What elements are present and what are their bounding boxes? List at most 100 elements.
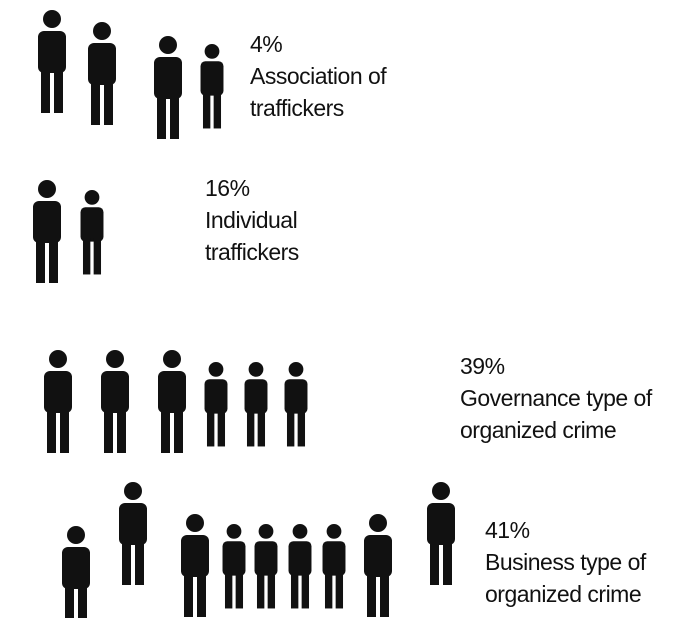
icon-part <box>364 535 392 577</box>
icon-part <box>204 44 220 59</box>
icon-part <box>174 408 183 453</box>
icon-part <box>60 408 69 453</box>
icon-part <box>290 571 299 609</box>
icon-part <box>432 482 450 500</box>
icon-part <box>248 362 264 377</box>
icon-part <box>367 572 376 617</box>
icon-part <box>257 409 266 447</box>
person-icon <box>244 362 268 447</box>
icon-part <box>284 379 308 414</box>
person-icon <box>88 22 116 125</box>
icon-part <box>38 31 66 73</box>
icon-part <box>104 80 113 125</box>
icon-part <box>226 524 242 539</box>
icon-part <box>104 408 113 453</box>
icon-part <box>159 36 177 54</box>
icon-part <box>38 180 56 198</box>
icon-part <box>78 584 87 618</box>
value-label: 39% <box>460 353 505 379</box>
category-label: Governance type of organized crime <box>460 385 652 443</box>
person-icon <box>181 514 209 617</box>
icon-part <box>206 409 215 447</box>
person-icon <box>254 524 278 609</box>
icon-part <box>213 91 222 129</box>
category-label: Individual traffickers <box>205 207 299 265</box>
icon-part <box>292 524 308 539</box>
icon-part <box>322 541 346 576</box>
icon-part <box>181 535 209 577</box>
icon-part <box>101 371 129 413</box>
icon-part <box>427 503 455 545</box>
icon-part <box>44 371 72 413</box>
icon-part <box>124 482 142 500</box>
icon-part <box>326 524 342 539</box>
icon-part <box>154 57 182 99</box>
icon-part <box>222 541 246 576</box>
icon-part <box>197 572 206 617</box>
icon-part <box>41 68 50 113</box>
person-icon <box>200 44 224 129</box>
icon-part <box>217 409 226 447</box>
person-icon <box>44 350 72 453</box>
bar-label: 16% Individual traffickers <box>205 172 340 268</box>
person-icon <box>33 180 61 283</box>
icon-part <box>246 409 255 447</box>
value-label: 41% <box>485 517 530 543</box>
icon-part <box>202 91 211 129</box>
icon-part <box>204 379 228 414</box>
icon-part <box>91 80 100 125</box>
person-icon <box>364 514 392 617</box>
value-label: 4% <box>250 31 283 57</box>
icon-part <box>380 572 389 617</box>
icon-part <box>224 571 233 609</box>
icon-part <box>67 526 85 544</box>
icon-part <box>65 584 74 618</box>
icon-part <box>286 409 295 447</box>
icon-part <box>62 547 90 589</box>
person-icon <box>284 362 308 447</box>
icon-part <box>186 514 204 532</box>
icon-part <box>82 237 91 275</box>
icon-part <box>235 571 244 609</box>
bar-label: 4% Association of traffickers <box>250 28 435 124</box>
person-icon <box>154 36 182 139</box>
icon-part <box>135 540 144 585</box>
icon-part <box>158 371 186 413</box>
icon-part <box>49 238 58 283</box>
icon-part <box>297 409 306 447</box>
icon-part <box>36 238 45 283</box>
icon-part <box>170 94 179 139</box>
person-icon <box>101 350 129 453</box>
icon-part <box>244 379 268 414</box>
person-icon <box>119 482 147 585</box>
icon-part <box>93 237 102 275</box>
icon-part <box>443 540 452 585</box>
person-icon <box>38 10 66 113</box>
icon-part <box>256 571 265 609</box>
icon-part <box>49 350 67 368</box>
icon-part <box>80 207 104 242</box>
icon-part <box>258 524 274 539</box>
icon-part <box>430 540 439 585</box>
icon-part <box>117 408 126 453</box>
icon-part <box>88 43 116 85</box>
icon-part <box>161 408 170 453</box>
icon-part <box>54 68 63 113</box>
icon-part <box>106 350 124 368</box>
person-icon <box>427 482 455 585</box>
icon-part <box>335 571 344 609</box>
category-label: Association of traffickers <box>250 63 387 121</box>
icon-part <box>163 350 181 368</box>
icon-part <box>369 514 387 532</box>
person-icon <box>288 524 312 609</box>
icon-part <box>84 190 100 205</box>
icon-part <box>33 201 61 243</box>
value-label: 16% <box>205 175 250 201</box>
bar-label: 41% Business type of organized crime <box>485 514 690 610</box>
icon-part <box>301 571 310 609</box>
person-icon <box>322 524 346 609</box>
icon-part <box>324 571 333 609</box>
person-icon <box>80 190 104 275</box>
icon-part <box>157 94 166 139</box>
